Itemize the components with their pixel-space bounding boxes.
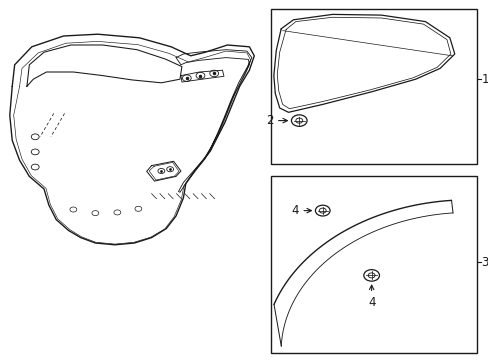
Text: 3: 3 [481, 256, 488, 269]
Bar [271, 9, 476, 164]
Text: 4: 4 [291, 204, 299, 217]
Text: 2: 2 [266, 114, 273, 127]
Bar [271, 176, 476, 353]
Text: 4: 4 [367, 296, 375, 309]
Text: 1: 1 [481, 73, 488, 86]
